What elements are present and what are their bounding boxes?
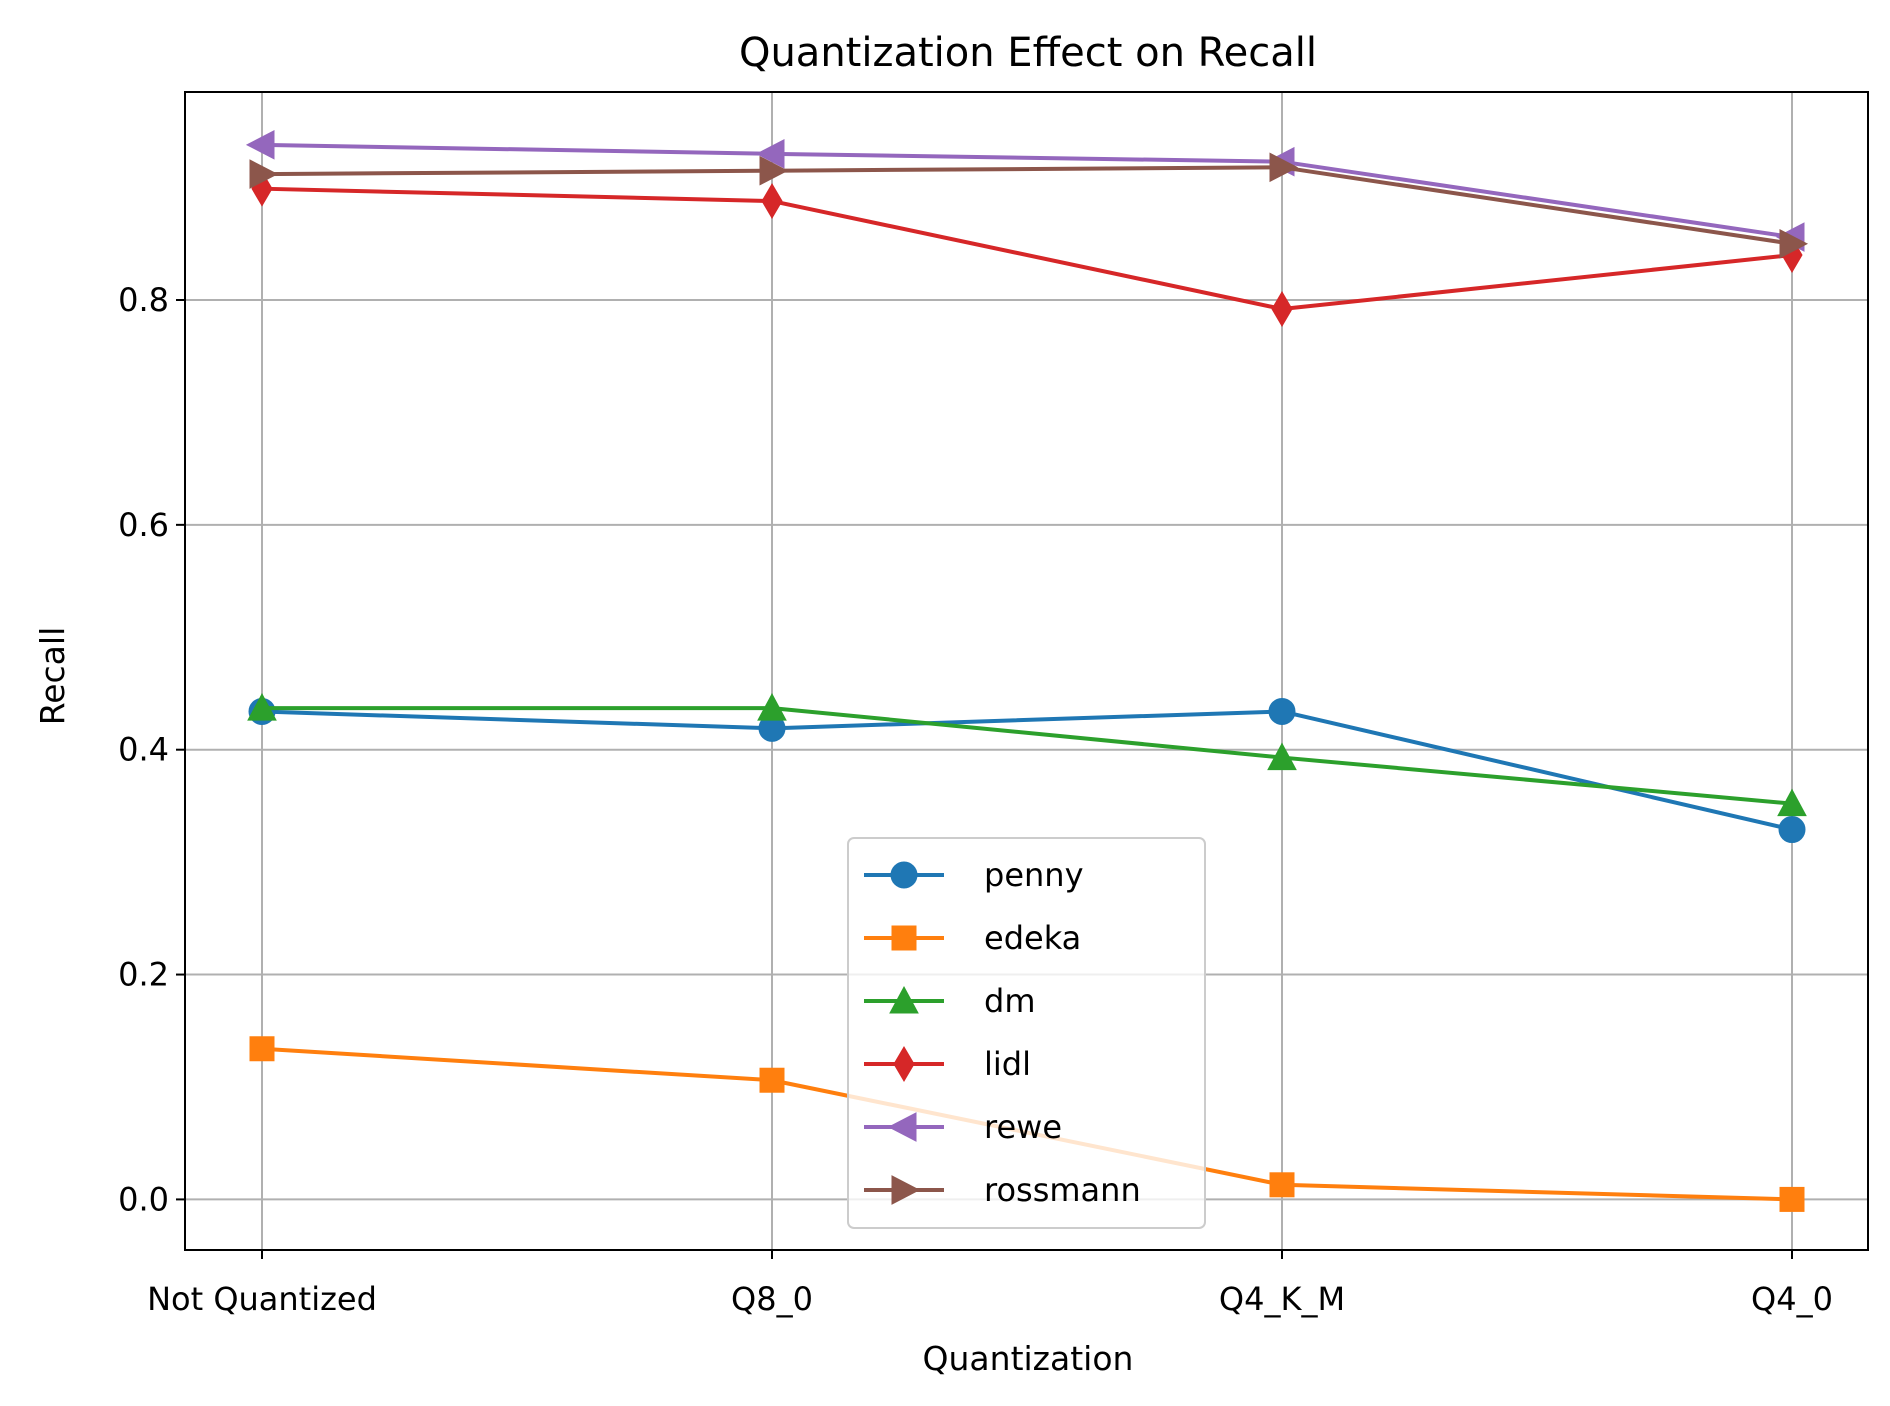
legend-marker <box>889 985 919 1014</box>
legend-label: rossmann <box>984 1171 1141 1209</box>
series-penny <box>248 697 1806 844</box>
data-point-edeka <box>249 1036 275 1062</box>
legend-item-edeka: edeka <box>864 919 1081 957</box>
data-point-rewe <box>245 130 275 160</box>
data-point-penny <box>1778 816 1806 844</box>
legend-item-lidl: lidl <box>864 1045 1031 1083</box>
data-point-dm <box>757 693 787 721</box>
data-point-edeka <box>759 1067 785 1093</box>
data-point-rossmann <box>759 155 789 186</box>
data-point-lidl <box>1271 290 1293 327</box>
series-line-penny <box>261 709 1793 832</box>
legend-item-penny: penny <box>864 856 1084 894</box>
legend: penny edeka dm lidl rewe rossmann <box>847 837 1206 1229</box>
data-point-dm <box>1267 742 1297 771</box>
legend-marker <box>890 861 918 889</box>
legend-item-rewe: rewe <box>864 1108 1062 1146</box>
series-layer <box>245 130 1809 1212</box>
y-tick-label: 0.0 <box>118 1180 169 1218</box>
legend-label: dm <box>984 982 1035 1020</box>
series-line-lidl <box>261 186 1793 311</box>
data-point-edeka <box>1779 1186 1805 1212</box>
chart-title: Quantization Effect on Recall <box>739 30 1317 76</box>
data-point-lidl <box>761 183 783 220</box>
data-point-penny <box>1268 697 1296 725</box>
axis-ticks: Not Quantized Q8_0 Q4_K_M Q4_0 0.0 0.2 0.4 0.6 0… <box>118 281 1833 1318</box>
x-tick-label: Q4_K_M <box>1219 1280 1345 1318</box>
series-line-rewe <box>261 142 1793 240</box>
legend-label: lidl <box>984 1045 1031 1083</box>
data-point-rossmann <box>249 159 279 189</box>
x-tick-label: Not Quantized <box>147 1280 377 1318</box>
x-axis-label: Quantization <box>923 1339 1134 1378</box>
y-axis-label: Recall <box>33 627 72 725</box>
series-lidl <box>251 170 1803 327</box>
series-dm <box>247 693 1807 817</box>
legend-label: penny <box>984 856 1084 894</box>
data-point-rossmann <box>1779 228 1809 259</box>
y-tick-label: 0.8 <box>118 281 169 319</box>
legend-label: edeka <box>984 919 1081 957</box>
legend-marker <box>893 1046 915 1082</box>
legend-marker <box>887 1112 917 1142</box>
data-point-rossmann <box>1269 152 1299 183</box>
y-tick-label: 0.6 <box>118 506 169 544</box>
data-point-dm <box>247 693 277 721</box>
series-rossmann <box>249 152 1809 259</box>
series-line-rossmann <box>261 165 1793 246</box>
data-point-dm <box>1777 788 1807 817</box>
x-tick-label: Q8_0 <box>731 1280 813 1318</box>
legend-marker <box>891 925 917 951</box>
y-tick-label: 0.2 <box>118 956 169 994</box>
legend-item-rossmann: rossmann <box>864 1171 1141 1209</box>
legend-item-dm: dm <box>864 982 1035 1020</box>
data-point-edeka <box>1269 1172 1295 1198</box>
series-line-dm <box>262 706 1793 806</box>
data-point-rewe <box>755 139 785 169</box>
y-tick-label: 0.4 <box>118 731 169 769</box>
legend-marker <box>891 1175 921 1205</box>
plot-frame <box>184 91 1869 1251</box>
legend-label: rewe <box>984 1108 1062 1146</box>
x-tick-label: Q4_0 <box>1751 1280 1833 1318</box>
legend-frame <box>847 837 1206 1229</box>
